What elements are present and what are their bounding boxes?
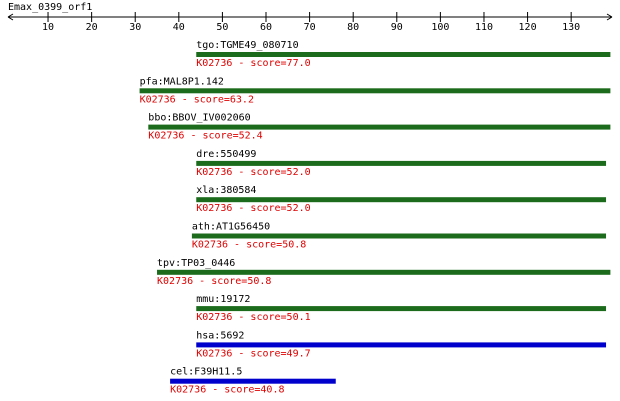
hit-name: cel:F39H11.5: [170, 367, 242, 378]
hit-bar: [191, 233, 607, 239]
x-tick-label: 130: [562, 22, 580, 33]
x-tick-label: 80: [347, 22, 359, 33]
hit-name: xla:380584: [196, 185, 256, 196]
x-tick-label: 70: [304, 22, 316, 33]
hit-bar: [148, 124, 611, 130]
x-tick-label: 30: [129, 22, 141, 33]
hit-bar: [157, 269, 611, 275]
hit-name: pfa:MAL8P1.142: [140, 76, 224, 87]
hit-score: K02736 - score=63.2: [140, 94, 254, 105]
hit-name: mmu:19172: [196, 294, 250, 305]
hit-score: K02736 - score=40.8: [170, 385, 284, 396]
x-tick-label: 20: [86, 22, 98, 33]
hit-name: tpv:TP03_0446: [157, 258, 235, 269]
x-tick-label: 90: [391, 22, 403, 33]
hit-bar: [196, 160, 607, 166]
hit-score: K02736 - score=52.0: [196, 203, 310, 214]
chart-title: Emax_0399_orf1: [8, 2, 92, 13]
hit-bar: [170, 378, 336, 384]
hit-bar: [139, 88, 611, 94]
x-tick-label: 40: [173, 22, 185, 33]
x-tick-label: 100: [431, 22, 449, 33]
x-tick-label: 60: [260, 22, 272, 33]
hit-name: bbo:BBOV_IV002060: [148, 113, 250, 124]
x-tick-label: 50: [216, 22, 228, 33]
hit-name: ath:AT1G56450: [192, 222, 270, 233]
hit-score: K02736 - score=52.4: [148, 131, 262, 142]
hit-bar: [196, 197, 607, 203]
axis-arrows: [7, 13, 613, 21]
x-tick-label: 10: [42, 22, 54, 33]
hit-bar: [196, 306, 607, 312]
hit-bar: [196, 342, 607, 348]
hit-score: K02736 - score=50.1: [196, 312, 310, 323]
x-tick-label: 120: [519, 22, 537, 33]
hit-bar: [196, 52, 611, 57]
hit-name: hsa:5692: [196, 330, 244, 341]
hit-score: K02736 - score=77.0: [196, 58, 310, 69]
hit-score: K02736 - score=50.8: [192, 240, 306, 251]
x-tick-label: 110: [475, 22, 493, 33]
hit-score: K02736 - score=50.8: [157, 276, 271, 287]
hit-name: tgo:TGME49_080710: [196, 40, 298, 51]
hit-name: dre:550499: [196, 149, 256, 160]
hit-score: K02736 - score=49.7: [196, 348, 310, 359]
hit-score: K02736 - score=52.0: [196, 167, 310, 178]
